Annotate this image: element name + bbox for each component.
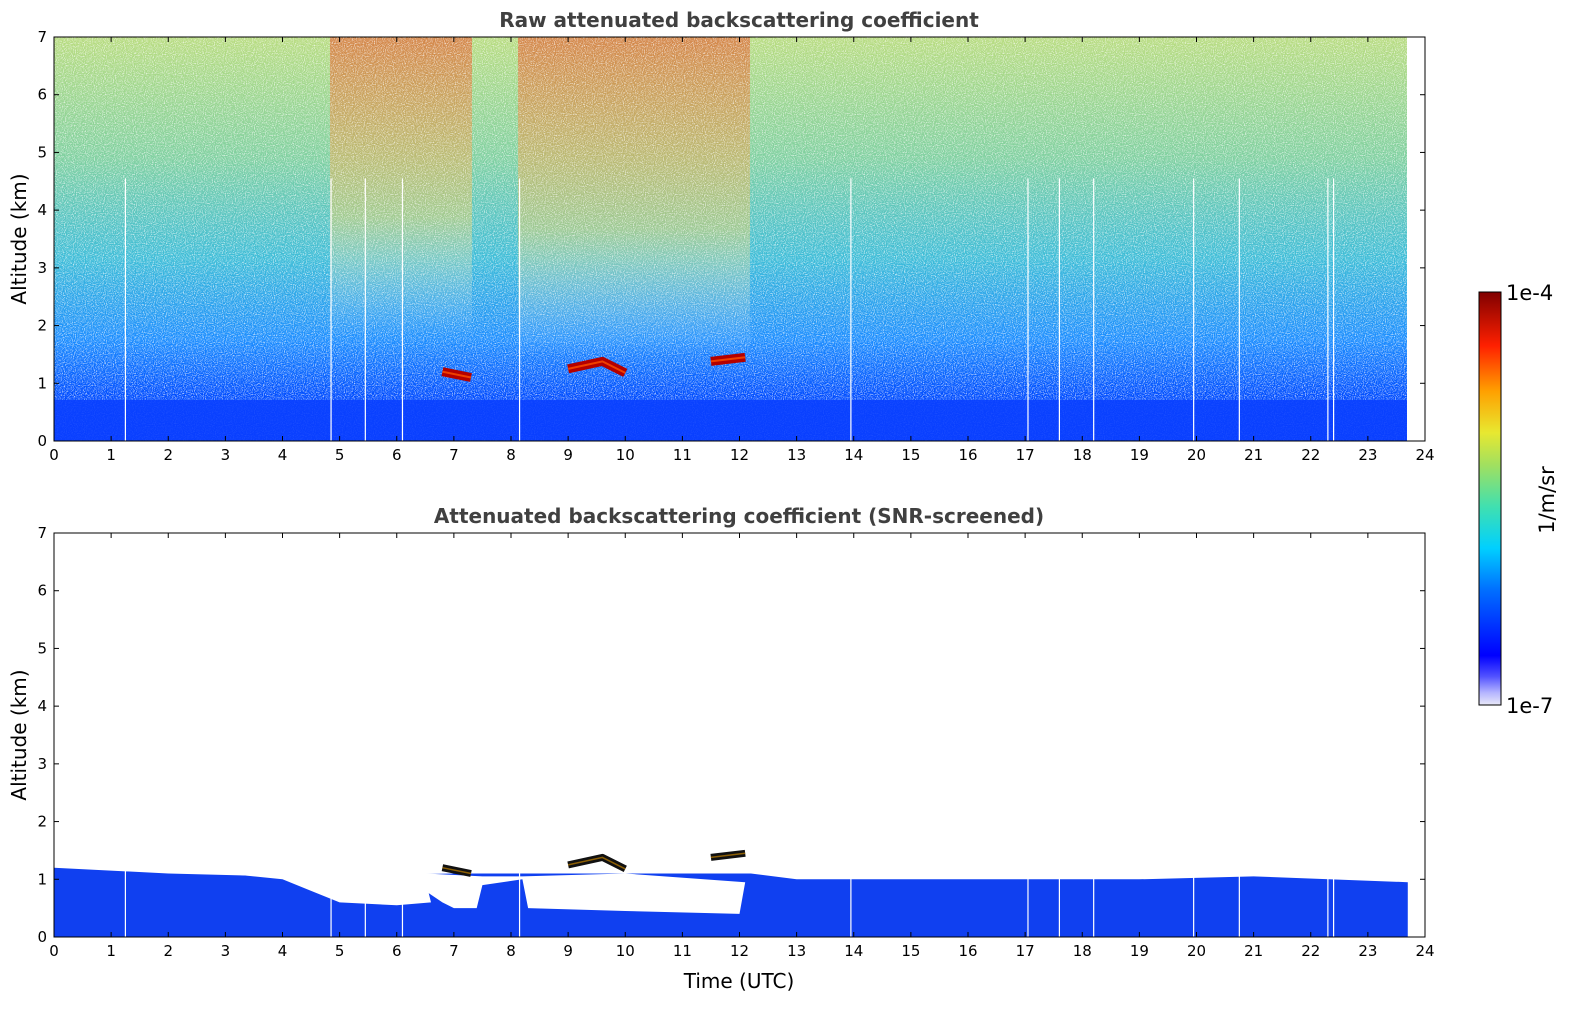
- x-tick-label: 13: [787, 446, 806, 464]
- snr-heatmap-field: [54, 533, 1425, 937]
- raw-data-gaps: [124, 37, 1425, 441]
- snr-y-axis-label: Altitude (km): [7, 669, 31, 800]
- y-tick-label: 4: [37, 697, 47, 715]
- snr-axes: 0 1 2 3 4 5 6 7 8 9 10 11 12 13 14 15 16 17 18 19 20 21 22 23 24…: [37, 524, 1434, 960]
- x-tick-label: 5: [335, 446, 345, 464]
- y-tick-label: 7: [37, 524, 47, 542]
- raw-y-axis-label: Altitude (km): [7, 173, 31, 304]
- x-tick-label: 2: [163, 446, 173, 464]
- x-tick-label: 20: [1187, 942, 1206, 960]
- no-data-region: [1407, 533, 1425, 937]
- y-tick-label: 1: [37, 870, 47, 888]
- x-tick-label: 9: [563, 942, 573, 960]
- snr-cloud-layer: [441, 849, 746, 877]
- x-tick-label: 18: [1073, 942, 1092, 960]
- x-tick-label: 16: [958, 942, 977, 960]
- no-data-region: [1407, 37, 1425, 441]
- x-tick-label: 16: [958, 446, 977, 464]
- x-tick-label: 22: [1301, 942, 1320, 960]
- colorbar-max-label: 1e-4: [1506, 281, 1553, 305]
- raw-panel-title: Raw attenuated backscattering coefficien…: [499, 8, 979, 32]
- y-tick-label: 4: [37, 201, 47, 219]
- x-tick-label: 0: [49, 446, 59, 464]
- x-tick-label: 2: [163, 942, 173, 960]
- x-tick-label: 12: [730, 942, 749, 960]
- y-tick-label: 0: [37, 432, 47, 450]
- x-tick-label: 20: [1187, 446, 1206, 464]
- x-tick-label: 3: [221, 942, 231, 960]
- x-tick-label: 8: [506, 446, 516, 464]
- y-tick-label: 1: [37, 374, 47, 392]
- y-tick-label: 0: [37, 928, 47, 946]
- y-tick-label: 7: [37, 28, 47, 46]
- x-tick-label: 12: [730, 446, 749, 464]
- colorbar: 1e-4 1e-7 1/m/sr: [1478, 281, 1559, 718]
- y-tick-label: 2: [37, 813, 47, 831]
- x-tick-label: 24: [1415, 942, 1434, 960]
- x-tick-label: 17: [1016, 942, 1035, 960]
- x-axis-label: Time (UTC): [683, 969, 795, 993]
- x-tick-label: 6: [392, 446, 402, 464]
- x-tick-label: 15: [901, 942, 920, 960]
- y-tick-label: 5: [37, 639, 47, 657]
- x-tick-label: 24: [1415, 446, 1434, 464]
- colorbar-unit-label: 1/m/sr: [1535, 466, 1559, 534]
- x-tick-label: 4: [278, 446, 288, 464]
- colorbar-min-label: 1e-7: [1506, 694, 1553, 718]
- y-tick-label: 6: [37, 86, 47, 104]
- colorbar-scale: [1478, 291, 1502, 706]
- raw-noise-overlay: [54, 37, 1407, 441]
- x-tick-label: 13: [787, 942, 806, 960]
- snr-panel-title: Attenuated backscattering coefficient (S…: [434, 504, 1044, 528]
- x-tick-label: 15: [901, 446, 920, 464]
- x-tick-label: 18: [1073, 446, 1092, 464]
- x-tick-label: 8: [506, 942, 516, 960]
- x-tick-label: 23: [1358, 446, 1377, 464]
- y-tick-label: 3: [37, 259, 47, 277]
- snr-screened-panel: Attenuated backscattering coefficient (S…: [7, 504, 1435, 993]
- y-tick-label: 5: [37, 143, 47, 161]
- x-tick-label: 14: [844, 942, 863, 960]
- x-tick-label: 1: [106, 942, 116, 960]
- x-tick-label: 14: [844, 446, 863, 464]
- x-tick-label: 11: [673, 446, 692, 464]
- raw-heatmap-field: [54, 37, 1425, 441]
- x-tick-label: 19: [1130, 942, 1149, 960]
- x-tick-label: 0: [49, 942, 59, 960]
- y-tick-label: 6: [37, 582, 47, 600]
- x-tick-label: 22: [1301, 446, 1320, 464]
- raw-backscatter-panel: Raw attenuated backscattering coefficien…: [7, 8, 1435, 464]
- y-tick-label: 3: [37, 755, 47, 773]
- x-tick-label: 9: [563, 446, 573, 464]
- x-tick-label: 7: [449, 446, 459, 464]
- x-tick-label: 23: [1358, 942, 1377, 960]
- x-tick-label: 4: [278, 942, 288, 960]
- x-tick-label: 21: [1244, 942, 1263, 960]
- x-tick-label: 10: [616, 942, 635, 960]
- raw-axes: 0 1 2 3 4 5 6 7 8 9 10 11 12 13 14 15 16 17 18 19 20 21 22 23 24…: [37, 28, 1434, 464]
- y-tick-label: 2: [37, 317, 47, 335]
- x-tick-label: 5: [335, 942, 345, 960]
- x-tick-label: 10: [616, 446, 635, 464]
- x-tick-label: 7: [449, 942, 459, 960]
- x-tick-label: 19: [1130, 446, 1149, 464]
- x-tick-label: 3: [221, 446, 231, 464]
- x-tick-label: 17: [1016, 446, 1035, 464]
- x-tick-label: 21: [1244, 446, 1263, 464]
- x-tick-label: 6: [392, 942, 402, 960]
- x-tick-label: 1: [106, 446, 116, 464]
- screened-clear-region: [225, 870, 746, 914]
- x-tick-label: 11: [673, 942, 692, 960]
- snr-data-gaps: [124, 533, 1425, 937]
